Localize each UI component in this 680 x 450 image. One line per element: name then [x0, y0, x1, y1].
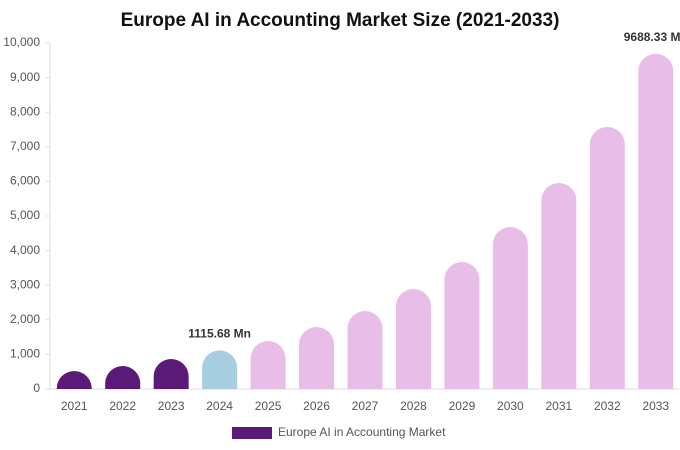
- bar: [589, 127, 625, 390]
- x-tick-label: 2029: [449, 399, 476, 413]
- legend-label: Europe AI in Accounting Market: [278, 425, 446, 439]
- x-tick-label: 2026: [303, 399, 330, 413]
- legend-swatch: [232, 427, 272, 439]
- x-tick-label: 2025: [255, 399, 282, 413]
- chart-title: Europe AI in Accounting Market Size (202…: [121, 10, 560, 31]
- y-tick-label: 4,000: [10, 243, 40, 257]
- bar: [638, 53, 674, 389]
- bar: [541, 183, 577, 389]
- y-tick-label: 2,000: [10, 312, 40, 326]
- y-tick-label: 3,000: [10, 277, 40, 291]
- x-tick-label: 2024: [206, 399, 233, 413]
- bar: [56, 371, 92, 389]
- bar: [492, 227, 528, 389]
- x-tick-label: 2027: [352, 399, 379, 413]
- y-tick-label: 10,000: [3, 35, 40, 49]
- bar: [395, 289, 431, 389]
- bar: [202, 350, 238, 389]
- y-tick-label: 8,000: [10, 104, 40, 118]
- x-tick-label: 2022: [109, 399, 136, 413]
- y-tick-label: 0: [33, 381, 40, 395]
- bar: [105, 365, 141, 389]
- bar: [250, 341, 286, 389]
- y-tick-label: 5,000: [10, 208, 40, 222]
- x-tick-label: 2028: [400, 399, 427, 413]
- x-tick-label: 2033: [642, 399, 669, 413]
- data-label: 1115.68 Mn: [188, 327, 251, 341]
- bar: [444, 262, 480, 389]
- y-tick-label: 9,000: [10, 70, 40, 84]
- y-tick-label: 1,000: [10, 347, 40, 361]
- bar: [299, 326, 335, 389]
- bar: [347, 311, 383, 389]
- x-tick-label: 2030: [497, 399, 524, 413]
- x-tick-label: 2032: [594, 399, 621, 413]
- x-tick-label: 2023: [158, 399, 185, 413]
- bar: [153, 359, 189, 389]
- y-tick-label: 6,000: [10, 174, 40, 188]
- x-tick-label: 2021: [61, 399, 88, 413]
- y-tick-label: 7,000: [10, 139, 40, 153]
- data-label: 9688.33 Mn: [624, 30, 680, 44]
- x-tick-label: 2031: [545, 399, 572, 413]
